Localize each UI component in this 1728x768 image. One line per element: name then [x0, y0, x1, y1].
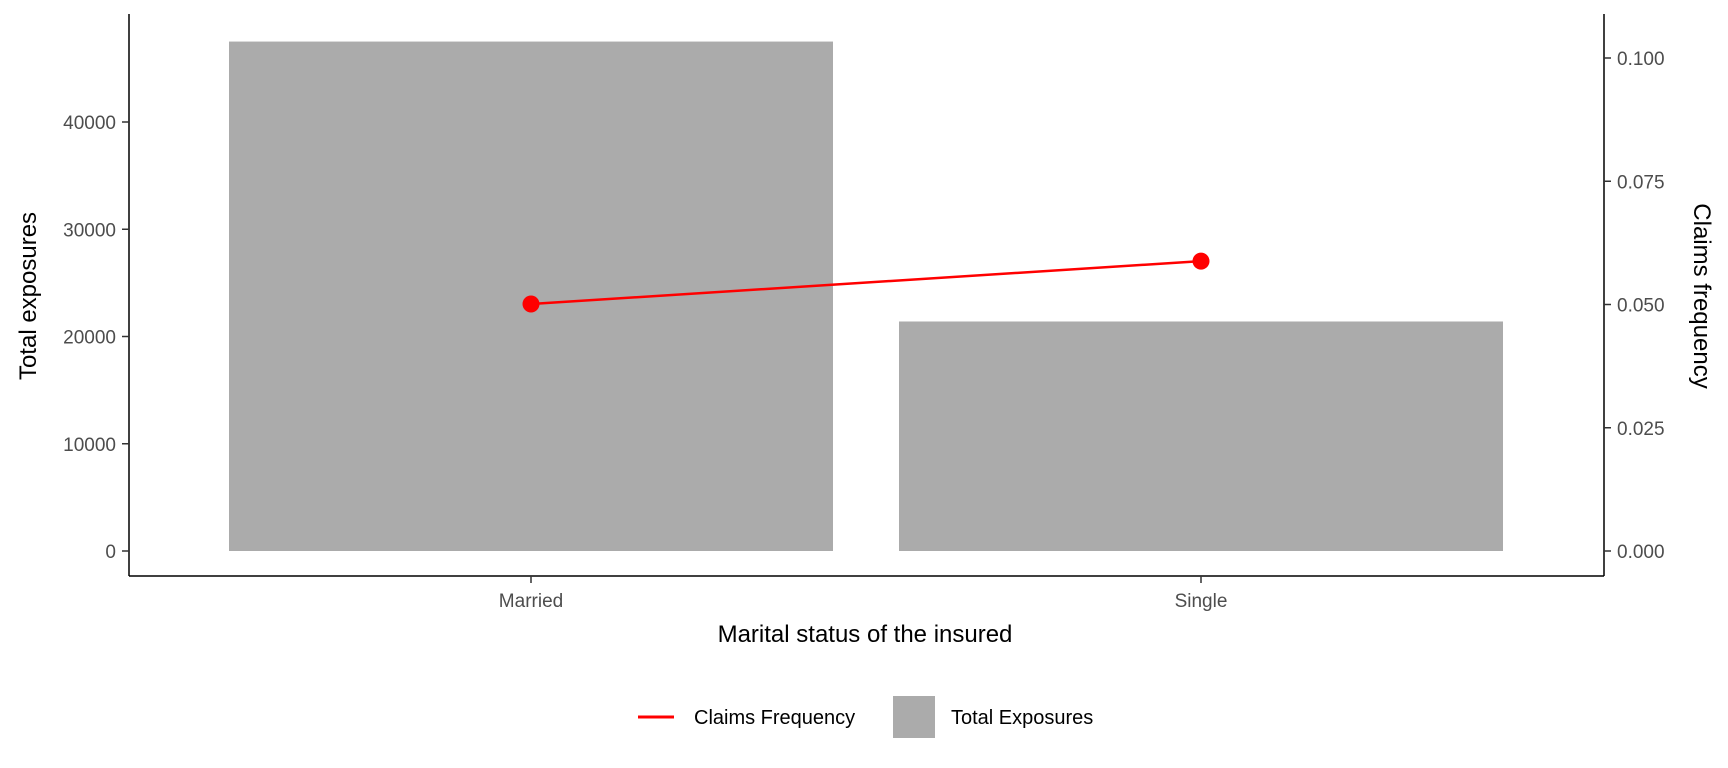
y-left-tick-label: 10000	[63, 435, 116, 456]
y-left-tick-label: 30000	[63, 220, 116, 241]
legend-label-claims-frequency: Claims Frequency	[694, 707, 855, 729]
y-left-axis-title: Total exposures	[15, 212, 42, 380]
y-right-axis-title: Claims frequency	[1688, 203, 1715, 388]
claims-frequency-line	[530, 259, 1202, 306]
x-tick-label-married: Married	[499, 591, 563, 612]
y-right-tick-label: 0.000	[1617, 542, 1665, 563]
bar-single	[899, 321, 1503, 551]
claims-frequency-point-married	[522, 295, 540, 313]
y-left-tick-label: 20000	[63, 328, 116, 349]
y-right-tick-label: 0.100	[1617, 49, 1665, 70]
x-axis-title: Marital status of the insured	[718, 621, 1013, 648]
claims-frequency-point-single	[1192, 252, 1210, 270]
line-layer	[522, 252, 1210, 313]
legend: Claims Frequency Total Exposures	[638, 696, 1093, 738]
y-right-tick-label: 0.075	[1617, 172, 1665, 193]
legend-label-total-exposures: Total Exposures	[951, 707, 1093, 729]
bars-layer	[229, 41, 1503, 551]
y-left-tick-label: 40000	[63, 113, 116, 134]
y-right-tick-label: 0.025	[1617, 419, 1665, 440]
y-left-tick-label: 0	[105, 542, 116, 563]
legend-swatch-total-exposures	[893, 696, 935, 738]
axes-layer: 0 10000 20000 30000 40000 0.000 0.025 0.050 0.07…	[63, 14, 1665, 612]
y-right-tick-label: 0.050	[1617, 296, 1665, 317]
x-tick-label-single: Single	[1175, 591, 1228, 612]
